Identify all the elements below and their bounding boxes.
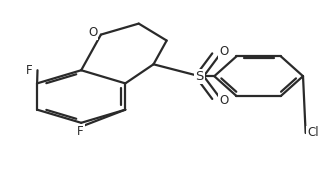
Text: O: O bbox=[88, 26, 97, 39]
Text: O: O bbox=[219, 94, 228, 107]
Text: S: S bbox=[195, 70, 204, 83]
Text: F: F bbox=[26, 64, 33, 77]
Text: F: F bbox=[77, 125, 84, 138]
Text: O: O bbox=[219, 45, 228, 58]
Text: Cl: Cl bbox=[307, 127, 319, 140]
